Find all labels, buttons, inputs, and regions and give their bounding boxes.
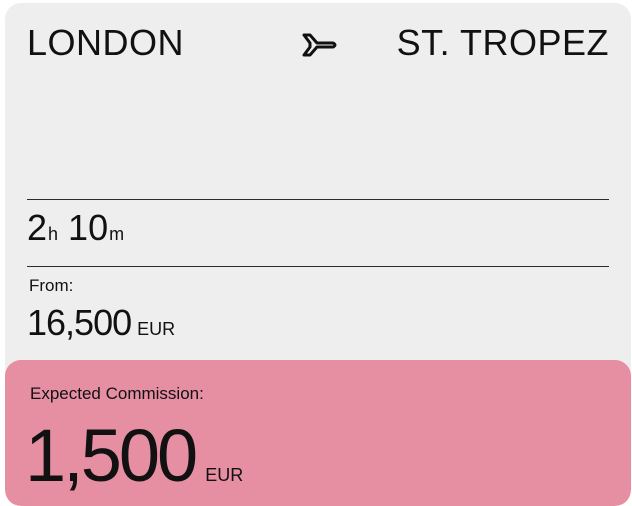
commission-label: Expected Commission:	[30, 384, 204, 403]
duration-minutes: 10	[68, 207, 109, 248]
price: 16,500 EUR	[27, 301, 175, 345]
destination-city: ST. TROPEZ	[396, 22, 609, 63]
duration-hours: 2	[27, 207, 48, 248]
flight-duration: 2h 10m	[27, 208, 134, 248]
divider-middle	[27, 266, 609, 267]
price-label: From:	[29, 276, 74, 295]
commission-amount: 1,500	[25, 414, 198, 497]
duration-minutes-unit: m	[109, 224, 125, 244]
divider-top	[27, 199, 609, 200]
commission-amount-row: 1,500 EUR	[25, 416, 243, 496]
flight-card[interactable]: LONDON ST. TROPEZ 2h 10m From: 16,500 EUR …	[5, 3, 631, 506]
commission-currency: EUR	[205, 465, 244, 485]
price-currency: EUR	[137, 319, 176, 339]
route-header: LONDON ST. TROPEZ	[27, 23, 609, 63]
price-amount: 16,500	[27, 302, 132, 343]
plane-icon	[300, 25, 340, 65]
commission-panel: Expected Commission: 1,500 EUR	[5, 360, 631, 506]
duration-hours-unit: h	[48, 224, 59, 244]
origin-city: LONDON	[27, 22, 185, 63]
